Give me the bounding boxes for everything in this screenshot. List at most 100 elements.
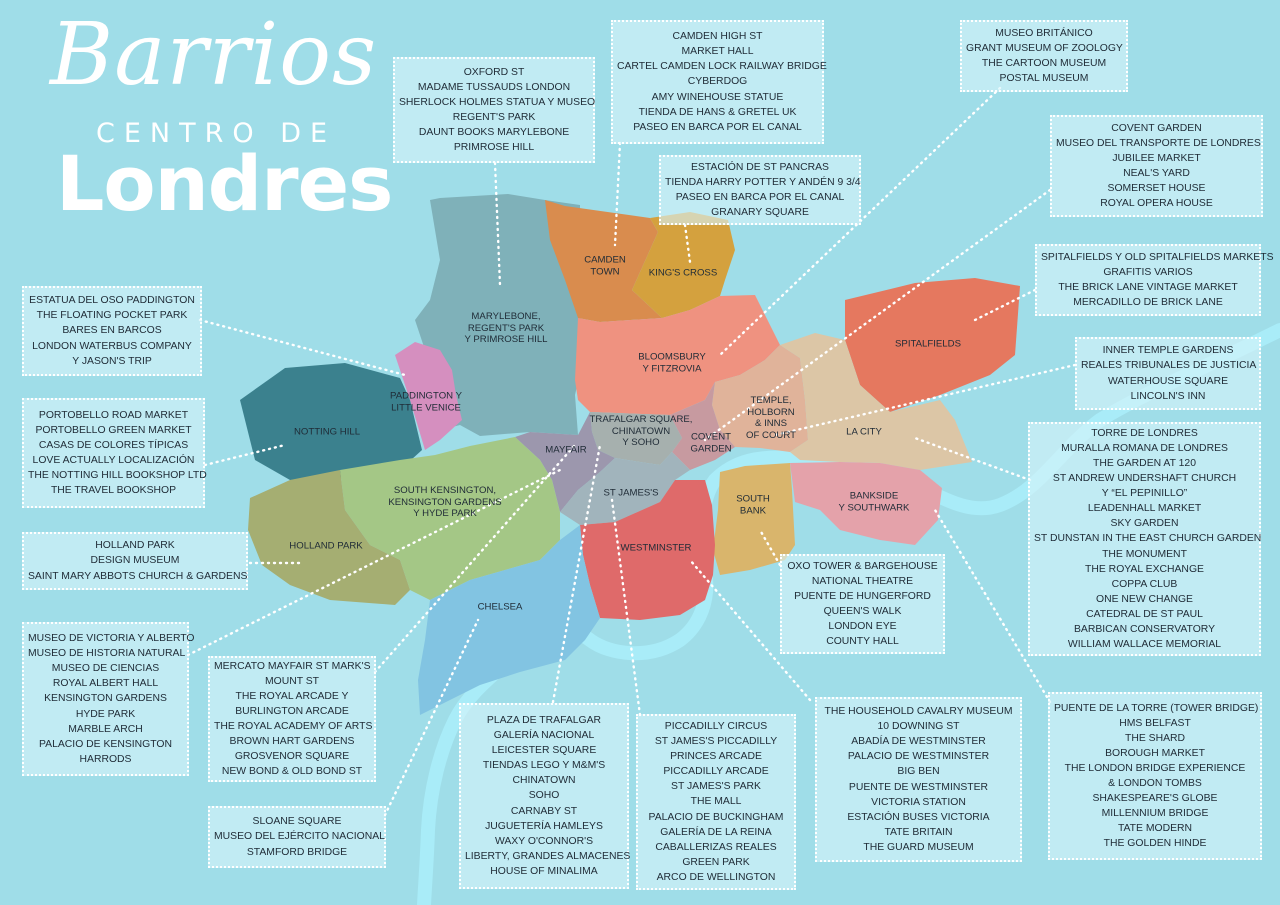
info-line: LOVE ACTUALLY LOCALIZACIÓN (32, 455, 195, 466)
area-shape-mayfair (515, 412, 615, 512)
info-line: MUSEO DE CIENCIAS (51, 663, 160, 675)
info-line: THE GARDEN AT 120 (1093, 458, 1196, 470)
info-line: ESTATUA DEL OSO PADDINGTON (29, 295, 195, 307)
info-line: PUENTE DE WESTMINSTER (848, 781, 989, 793)
area-label-mayfair: MAYFAIR (545, 444, 587, 456)
connector-spitalfields (973, 288, 1037, 322)
info-box-oxford: OXFORD ST MADAME TUSSAUDS LONDON SHERLOC… (393, 57, 595, 163)
area-label-temple: TEMPLE, HOLBORN & INNS OF COURT (746, 395, 796, 441)
info-box-spitalfields: SPITALFIELDS Y OLD SPITALFIELDS MARKETS … (1035, 244, 1274, 316)
info-box-trafalgar: PLAZA DE TRAFALGAR GALERÍA NACIONAL LEIC… (459, 703, 630, 889)
info-line: PASEO EN BARCA POR EL CANAL (675, 192, 845, 203)
info-line: ROYAL OPERA HOUSE (1100, 198, 1213, 210)
info-line: JUBILEE MARKET (1112, 152, 1201, 164)
info-line: WATERHOUSE SQUARE (1107, 375, 1229, 387)
connector-paddington (198, 318, 407, 377)
info-line: CASAS DE COLORES TÍPICAS (38, 439, 189, 451)
area-shape-temple (712, 345, 808, 452)
info-line: MERCATO MAYFAIR ST MARK'S (214, 660, 371, 672)
connector-piccadilly (610, 498, 642, 717)
info-line: SOMERSET HOUSE (1107, 183, 1206, 195)
info-box-portobello: PORTOBELLO ROAD MARKET PORTOBELLO GREEN … (22, 398, 207, 508)
info-line: ESTACIÓN DE ST PANCRAS (691, 161, 829, 173)
connector-westminster (688, 558, 812, 702)
area-shape-chelsea (418, 525, 600, 715)
connector-trafalgar (551, 443, 602, 704)
district-shapes (240, 194, 1020, 715)
info-line: SPITALFIELDS Y OLD SPITALFIELDS MARKETS (1041, 251, 1274, 263)
info-box-piccadilly: PICCADILLY CIRCUS ST JAMES'S PICCADILLY … (636, 714, 796, 890)
info-line: INNER TEMPLE GARDENS (1102, 345, 1234, 357)
info-line: COPPA CLUB (1111, 578, 1178, 590)
info-line: CARNABY ST (510, 805, 578, 817)
area-shape-south-kensington (340, 437, 560, 600)
info-line: DAUNT BOOKS MARYLEBONE (418, 127, 570, 139)
info-line: MURALLA ROMANA DE LONDRES (1061, 443, 1228, 454)
info-box-inner-temple: INNER TEMPLE GARDENS REALES TRIBUNALES D… (1075, 337, 1261, 410)
info-line: THE ROYAL ACADEMY OF ARTS (214, 721, 373, 732)
info-line: HYDE PARK (75, 708, 136, 720)
info-line: THE FLOATING POCKET PARK (36, 310, 188, 322)
area-shape-marylebone (415, 194, 583, 436)
info-line: THE MALL (690, 796, 742, 808)
info-box-mayfair: MERCATO MAYFAIR ST MARK'S MOUNT ST THE R… (208, 656, 376, 782)
connector-covent (703, 188, 1052, 442)
info-line: Y “EL PEPINILLO” (1101, 488, 1188, 500)
area-label-trafalgar: TRAFALGAR SQUARE, CHINATOWN Y SOHO (589, 413, 693, 448)
info-line: TATE MODERN (1117, 823, 1193, 835)
info-line: GRAFITIS VARIOS (1103, 266, 1193, 278)
info-line: CAMDEN HIGH ST (672, 31, 763, 43)
info-line: MILLENNIUM BRIDGE (1101, 808, 1209, 820)
info-line: HOLLAND PARK (95, 540, 175, 552)
info-line: TIENDA HARRY POTTER Y ANDÉN 9 3/4 (665, 176, 861, 188)
info-line: HOUSE OF MINALIMA (490, 865, 598, 877)
info-line: ST ANDREW UNDERSHAFT CHURCH (1052, 473, 1237, 485)
info-line: CHINATOWN (512, 775, 576, 787)
info-line: LONDON EYE (828, 621, 897, 633)
info-line: TATE BRITAIN (884, 826, 953, 838)
info-box-paddington: ESTATUA DEL OSO PADDINGTON THE FLOATING … (22, 286, 202, 376)
info-line: AMY WINEHOUSE STATUE (651, 91, 784, 103)
info-line: LONDON WATERBUS COMPANY (32, 340, 192, 352)
info-line: ST JAMES'S PARK (671, 781, 761, 793)
info-box-st-pancras: ESTACIÓN DE ST PANCRAS TIENDA HARRY POTT… (659, 155, 861, 225)
area-shape-holland-park (248, 470, 410, 605)
connector-camden (613, 141, 622, 247)
info-line: MADAME TUSSAUDS LONDON (417, 81, 571, 93)
info-box-westminster: THE HOUSEHOLD CAVALRY MUSEUM 10 DOWNING … (815, 697, 1022, 862)
info-line: HMS BELFAST (1119, 717, 1191, 729)
info-line: ROYAL ALBERT HALL (52, 678, 159, 690)
info-line: PLAZA DE TRAFALGAR (486, 715, 602, 727)
info-line: BOROUGH MARKET (1105, 747, 1205, 759)
area-label-bankside: BANKSIDE Y SOUTHWARK (838, 490, 910, 514)
area-shape-south-bank (713, 463, 795, 575)
info-line: ABADÍA DE WESTMINSTER (851, 736, 986, 748)
info-line: SLOANE SQUARE (252, 816, 342, 828)
info-line: NATIONAL THEATRE (811, 575, 914, 587)
info-line: ST JAMES'S PICCADILLY (654, 736, 778, 748)
area-label-south-bank: SOUTH BANK (736, 493, 770, 517)
info-line: CYBERDOG (687, 76, 748, 88)
info-line: MUSEO BRITÁNICO (995, 27, 1093, 39)
area-label-holland-park: HOLLAND PARK (289, 540, 363, 552)
info-line: ARCO DE WELLINGTON (656, 871, 776, 883)
title-script: Barrios (50, 5, 378, 105)
info-line: THE GUARD MUSEUM (863, 841, 974, 853)
info-line: LEICESTER SQUARE (491, 745, 597, 757)
info-box-city: TORRE DE LONDRES MURALLA ROMANA DE LONDR… (1028, 422, 1261, 656)
area-shape-st-james (560, 452, 690, 525)
info-line: GRANT MUSEUM OF ZOOLOGY (966, 42, 1123, 54)
area-shape-paddington (395, 342, 462, 450)
area-shape-covent-garden (670, 382, 735, 470)
info-line: GREEN PARK (682, 856, 750, 868)
info-line: DESIGN MUSEUM (90, 555, 180, 567)
info-line: THE GOLDEN HINDE (1103, 838, 1207, 850)
info-box-tower: PUENTE DE LA TORRE (TOWER BRIDGE) HMS BE… (1048, 692, 1262, 860)
area-shape-kings-cross (632, 212, 735, 318)
area-label-bloomsbury: BLOOMSBURY Y FITZROVIA (638, 351, 706, 375)
info-line: WAXY O'CONNOR'S (494, 835, 594, 847)
info-line: COVENT GARDEN (1111, 122, 1202, 134)
connector-city (913, 436, 1032, 482)
info-line: TIENDAS LEGO Y M&M'S (482, 760, 606, 772)
